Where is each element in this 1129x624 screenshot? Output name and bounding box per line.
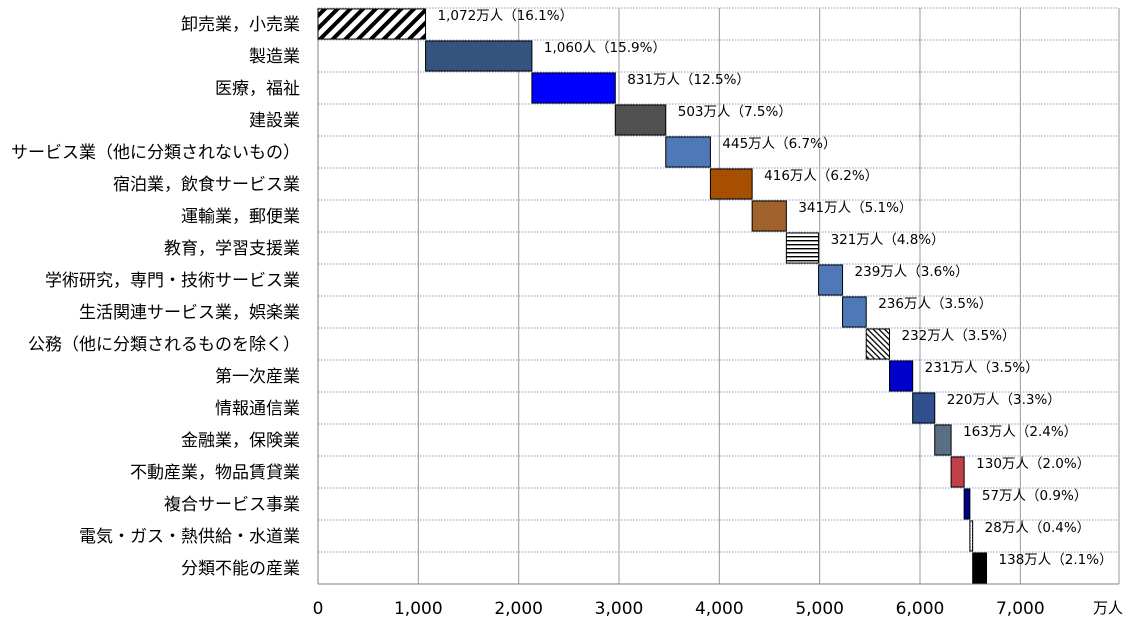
- data-label: 163万人（2.4%）: [963, 424, 1077, 440]
- bar-2: [425, 40, 533, 72]
- category-label: サービス業（他に分類されないもの）: [11, 143, 300, 163]
- bar-15: [950, 456, 965, 488]
- category-label: 建設業: [249, 111, 300, 131]
- category-label: 不動産業，物品賃貸業: [130, 463, 300, 483]
- category-label: 金融業，保険業: [181, 431, 300, 451]
- x-axis-unit-label: 万人: [1093, 599, 1123, 617]
- bar-3: [531, 72, 616, 104]
- category-label: 公務（他に分類されるものを除く）: [28, 335, 300, 355]
- data-label: 236万人（3.5%）: [878, 296, 992, 312]
- bar-7: [751, 200, 787, 232]
- data-label: 1,060人（15.9%）: [544, 40, 666, 56]
- category-label: 複合サービス事業: [164, 495, 300, 515]
- data-label: 503万人（7.5%）: [678, 104, 792, 120]
- bar-14: [934, 424, 952, 456]
- data-label: 57万人（0.9%）: [982, 488, 1087, 504]
- data-labels: 1,072万人（16.1%） 1,060人（15.9%） 831万人（12.5%） 5…: [438, 8, 1113, 568]
- data-label: 416万人（6.2%）: [764, 168, 878, 184]
- category-label: 宿泊業，飲食サービス業: [113, 175, 300, 195]
- category-label: 第一次産業: [215, 367, 300, 387]
- x-tick-label: 2,000: [494, 599, 543, 619]
- data-label: 341万人（5.1%）: [798, 200, 912, 216]
- bar-11: [865, 328, 890, 360]
- data-label: 321万人（4.8%）: [831, 232, 945, 248]
- category-label: 電気・ガス・熱供給・水道業: [79, 527, 300, 547]
- data-label: 831万人（12.5%）: [627, 72, 750, 88]
- data-label: 28万人（0.4%）: [985, 520, 1090, 536]
- x-tick-label: 7,000: [996, 599, 1045, 619]
- category-label: 卸売業，小売業: [181, 15, 300, 35]
- category-label: 学術研究，専門・技術サービス業: [45, 271, 300, 291]
- bar-6: [709, 168, 753, 200]
- x-tick-label: 4,000: [695, 599, 744, 619]
- data-label: 1,072万人（16.1%）: [438, 8, 574, 24]
- data-label: 239万人（3.6%）: [855, 264, 969, 280]
- category-label: 製造業: [249, 47, 300, 67]
- bar-1: [317, 8, 427, 40]
- x-tick-label: 0: [313, 599, 324, 619]
- bar-18: [972, 552, 988, 584]
- bar-13: [912, 392, 936, 424]
- data-label: 231万人（3.5%）: [925, 360, 1039, 376]
- bar-16: [963, 488, 971, 520]
- bars: [317, 8, 988, 584]
- gridlines: [317, 7, 1120, 585]
- category-label: 情報通信業: [215, 399, 300, 419]
- x-tick-label: 1,000: [394, 599, 443, 619]
- bar-17: [969, 520, 974, 552]
- bar-12: [888, 360, 914, 392]
- bar-9: [818, 264, 844, 296]
- category-label: 教育，学習支援業: [164, 239, 300, 259]
- category-label: 医療，福祉: [215, 79, 300, 99]
- x-axis-ticks: 0 1,000 2,000 3,000 4,000 5,000 6,000 7,000: [313, 599, 1045, 619]
- category-label: 分類不能の産業: [181, 559, 300, 579]
- data-label: 130万人（2.0%）: [976, 456, 1090, 472]
- data-label: 232万人（3.5%）: [901, 328, 1015, 344]
- bar-8: [785, 232, 820, 264]
- x-tick-label: 6,000: [896, 599, 945, 619]
- bar-10: [842, 296, 867, 328]
- data-label: 445万人（6.7%）: [722, 136, 836, 152]
- bar-5: [665, 136, 711, 168]
- data-label: 138万人（2.1%）: [999, 552, 1113, 568]
- x-tick-label: 5,000: [795, 599, 844, 619]
- category-label: 運輸業，郵便業: [181, 207, 300, 227]
- x-tick-label: 3,000: [595, 599, 644, 619]
- bar-4: [614, 104, 667, 136]
- category-label: 生活関連サービス業，娯楽業: [79, 303, 300, 323]
- data-label: 220万人（3.3%）: [947, 392, 1061, 408]
